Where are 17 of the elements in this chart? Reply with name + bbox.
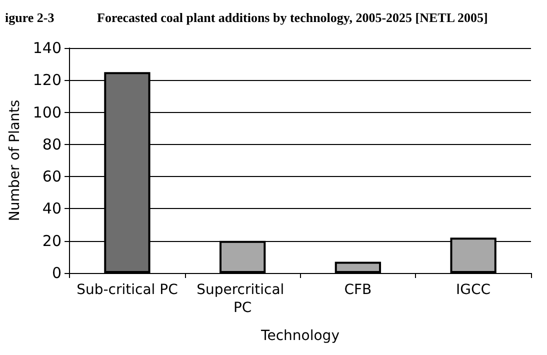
y-axis-title: Number of Plants (7, 100, 23, 222)
y-tick-label: 60 (42, 168, 62, 186)
y-tick-label: 80 (42, 135, 62, 154)
x-axis-title: Technology (260, 328, 340, 344)
x-tick-label: Supercritical PC (196, 282, 289, 316)
text: igure 2-3 (5, 10, 55, 25)
y-tick-label: 0 (52, 264, 62, 282)
chart-title: Forecasted coal plant additions by technology, 2005-2025 [NETL 2005] (97, 10, 488, 25)
y-tick-label: 100 (32, 103, 62, 122)
x-tick-label: CFB (344, 282, 372, 298)
y-tick-label: 40 (42, 200, 62, 218)
y-tick-label: 140 (32, 39, 62, 57)
x-tick-label: Sub-critical PC (76, 282, 178, 298)
bar (334, 262, 382, 273)
y-tick-label: 120 (32, 71, 62, 90)
x-tick-label: IGCC (456, 282, 491, 298)
y-tick-label: 20 (42, 232, 62, 250)
